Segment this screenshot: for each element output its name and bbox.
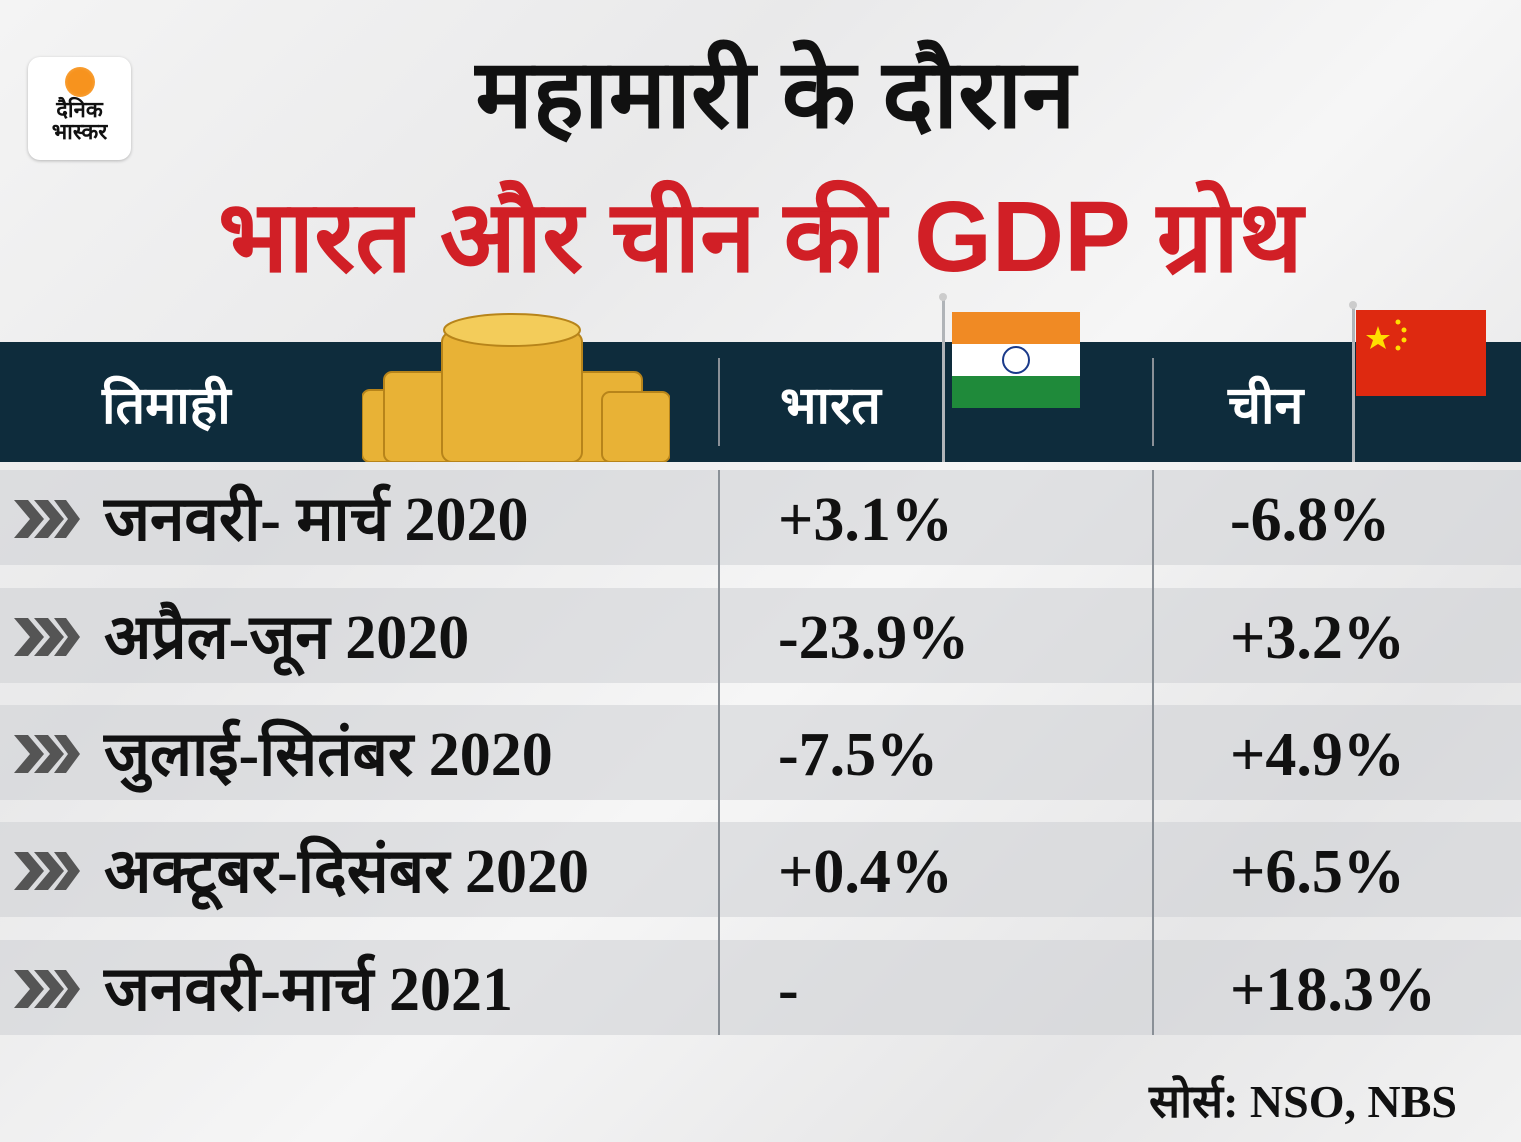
chevron-icon [14,735,80,773]
cell-quarter: अक्टूबर-दिसंबर 2020 [104,838,589,906]
cell-india: +0.4% [778,838,953,906]
header-quarter: तिमाही [102,377,231,435]
table-row: जुलाई-सितंबर 2020 -7.5% +4.9% [0,705,1521,800]
india-flag-icon [939,293,1080,462]
title-line1: महामारी के दौरान [475,41,1076,148]
header-india: भारत [780,377,881,435]
cell-india: - [778,956,799,1024]
header-divider [1152,358,1154,446]
cell-china: +18.3% [1230,956,1436,1024]
source-note: सोर्स: NSO, NBS [1149,1076,1457,1127]
cell-quarter: अप्रैल-जून 2020 [104,604,470,672]
cell-india: +3.1% [778,486,953,554]
header-china: चीन [1228,377,1304,435]
cell-china: +3.2% [1230,604,1405,672]
table-row: अप्रैल-जून 2020 -23.9% +3.2% [0,588,1521,683]
cell-china: +4.9% [1230,721,1405,789]
gold-coins-illustration [362,313,670,462]
table-row: जनवरी- मार्च 2020 +3.1% -6.8% [0,470,1521,565]
cell-quarter: जनवरी-मार्च 2021 [104,956,513,1024]
logo-line2: भास्कर [51,119,108,144]
chevron-icon [14,852,80,890]
cell-india: -23.9% [778,604,970,672]
china-flag-icon [1349,301,1486,462]
cell-india: -7.5% [778,721,939,789]
column-divider [1152,470,1154,1035]
chevron-icon [14,970,80,1008]
sun-icon [64,67,95,97]
title-line2: भारत और चीन की GDP ग्रोथ [218,181,1303,293]
cell-quarter: जुलाई-सितंबर 2020 [104,721,553,789]
cell-china: -6.8% [1230,486,1391,554]
table-row: अक्टूबर-दिसंबर 2020 +0.4% +6.5% [0,822,1521,917]
cell-quarter: जनवरी- मार्च 2020 [104,486,529,554]
header-divider [718,358,720,446]
dainik-bhaskar-logo: दैनिक भास्कर [28,57,131,160]
table-header: तिमाही भारत चीन [0,342,1521,462]
logo-line1: दैनिक [56,97,103,122]
chevron-icon [14,500,80,538]
chevron-icon [14,618,80,656]
cell-china: +6.5% [1230,838,1405,906]
table-row: जनवरी-मार्च 2021 - +18.3% [0,940,1521,1035]
column-divider [718,470,720,1035]
